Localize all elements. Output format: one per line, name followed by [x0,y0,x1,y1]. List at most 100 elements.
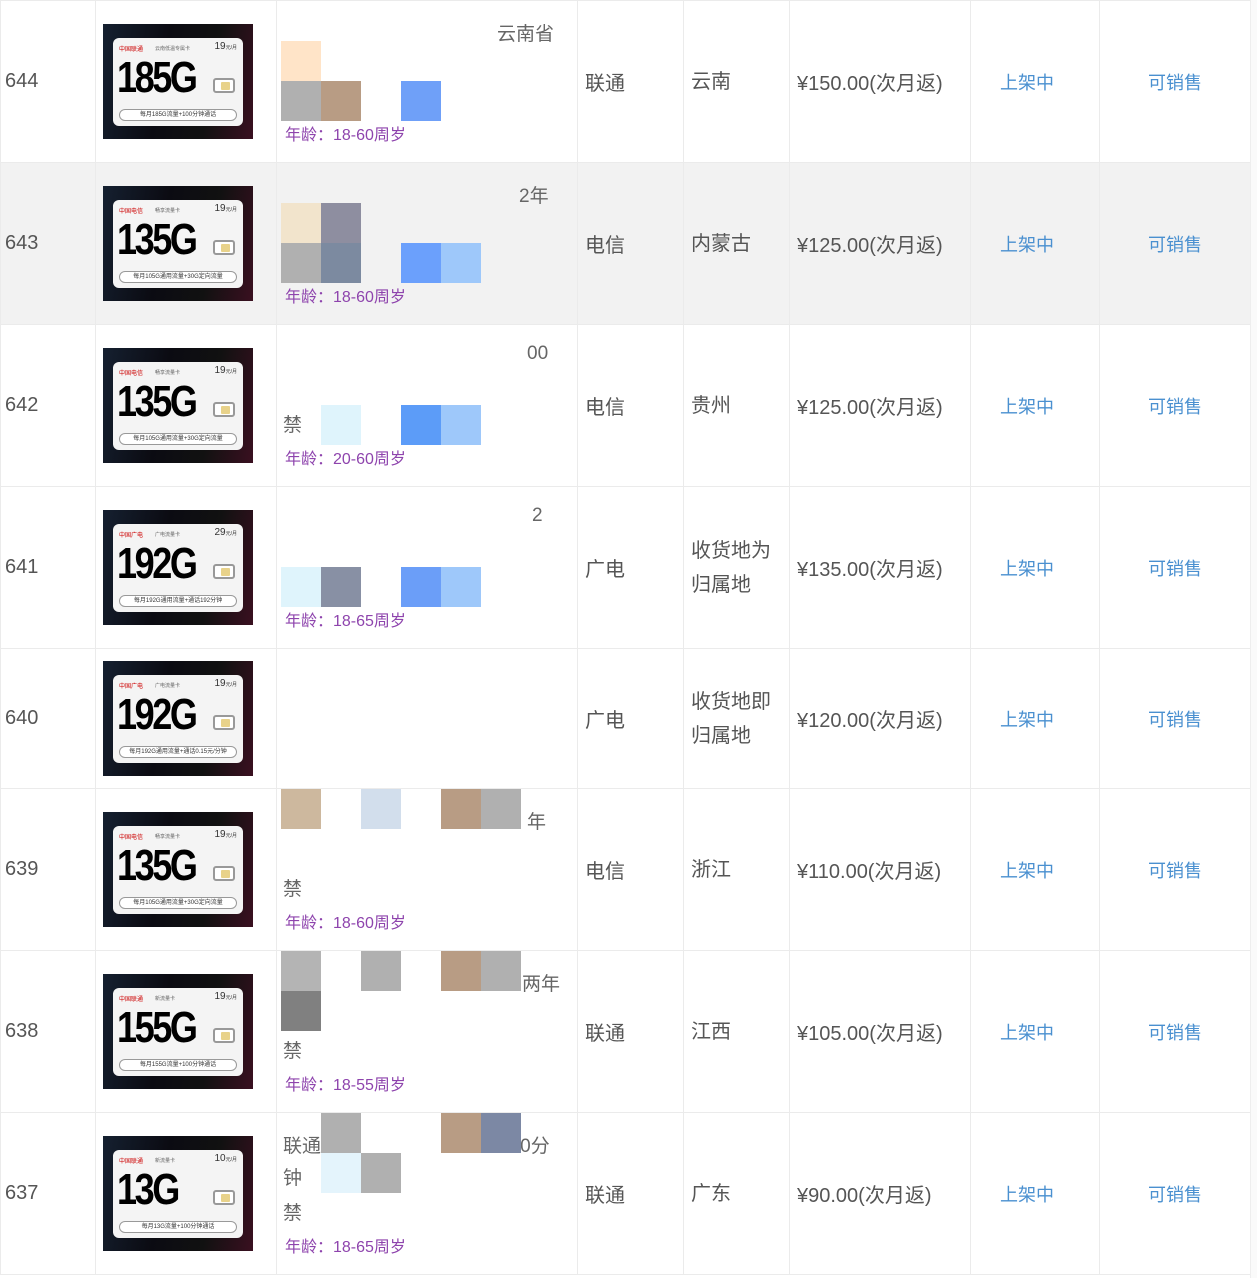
product-image-cell: 中国联通 新流量卡 19元/月 155G 每月155G流量+100分钟通话 [95,950,277,1113]
status-link[interactable]: 上架中 [1000,72,1054,93]
monthly-fee: 19元/月 [214,203,237,214]
sale-status-link[interactable]: 可销售 [1148,72,1202,93]
data-amount: 155G [117,1003,198,1052]
age-requirement: 年龄：18-65周岁 [285,1239,406,1256]
product-card-image[interactable]: 中国联通 新流量卡 10元/月 13G 每月13G流量+100分钟通话 [103,1136,253,1251]
region: 江西 [683,950,790,1113]
sale-status-link[interactable]: 可销售 [1148,860,1202,881]
monthly-fee: 19元/月 [214,365,237,376]
status-cell: 上架中 [970,0,1100,163]
redacted-block [281,951,321,991]
redacted-block [321,81,361,121]
redacted-block [361,789,401,829]
description-fragment: 钟 [283,1168,303,1189]
product-card-image[interactable]: 中国联通 云南低温专属卡 19元/月 185G 每月185G流量+100分钟通话 [103,24,253,139]
sale-status-link[interactable]: 可销售 [1148,558,1202,579]
sim-card-icon [213,1190,235,1205]
product-image-cell: 中国联通 云南低温专属卡 19元/月 185G 每月185G流量+100分钟通话 [95,0,277,163]
product-id: 642 [0,324,96,487]
carrier-logo: 中国联通 [119,47,144,53]
data-amount: 135G [117,377,198,426]
product-card-image[interactable]: 中国电信 畅享流量卡 19元/月 135G 每月105G通用流量+30G定向流量 [103,348,253,463]
status-link[interactable]: 上架中 [1000,558,1054,579]
product-card-image[interactable]: 中国广电 广电流量卡 29元/月 192G 每月192G通用流量+通话192分钟 [103,510,253,625]
redacted-block [321,567,361,607]
monthly-fee: 29元/月 [214,527,237,538]
price: ¥125.00(次月返) [789,324,971,487]
sim-card-icon [213,78,235,93]
redacted-block [441,243,481,283]
description-cell: 年禁年龄：18-60周岁 [276,788,578,951]
scrollbar[interactable] [1250,0,1257,1278]
status-cell: 上架中 [970,486,1100,649]
age-requirement: 年龄：20-60周岁 [285,451,406,468]
redacted-block [281,243,321,283]
redacted-block [441,567,481,607]
sale-cell: 可销售 [1099,0,1251,163]
product-card-image[interactable]: 中国电信 畅享流量卡 19元/月 135G 每月105G通用流量+30G定向流量 [103,186,253,301]
age-requirement: 年龄：18-60周岁 [285,289,406,306]
card-tag: 新流量卡 [155,1158,176,1164]
redacted-block [281,567,321,607]
sale-cell: 可销售 [1099,486,1251,649]
redacted-block [401,243,441,283]
product-id: 644 [0,0,96,163]
redacted-block [481,951,521,991]
region: 广东 [683,1112,790,1275]
card-tag: 云南低温专属卡 [155,46,191,52]
sale-status-link[interactable]: 可销售 [1148,234,1202,255]
redacted-block [321,243,361,283]
description-cell: 2年 年龄：18-60周岁 [276,162,578,325]
region: 云南 [683,0,790,163]
status-link[interactable]: 上架中 [1000,709,1054,730]
status-link[interactable]: 上架中 [1000,1022,1054,1043]
product-card-image[interactable]: 中国电信 畅享流量卡 19元/月 135G 每月105G通用流量+30G定向流量 [103,812,253,927]
product-image-cell: 中国电信 畅享流量卡 19元/月 135G 每月105G通用流量+30G定向流量 [95,788,277,951]
card-tag: 广电流量卡 [155,683,181,689]
card-footer: 每月105G通用流量+30G定向流量 [119,433,237,445]
data-amount: 192G [117,539,198,588]
product-card-image[interactable]: 中国广电 广电流量卡 19元/月 192G 每月192G通用流量+通话0.15元… [103,661,253,776]
sim-card-icon [213,402,235,417]
redacted-block [281,991,321,1031]
status-link[interactable]: 上架中 [1000,396,1054,417]
sale-status-link[interactable]: 可销售 [1148,1184,1202,1205]
redacted-block [361,1153,401,1193]
product-id: 641 [0,486,96,649]
table-row: 642 中国电信 畅享流量卡 19元/月 135G 每月105G通用流量+30G… [0,324,1251,487]
sale-status-link[interactable]: 可销售 [1148,709,1202,730]
card-tag: 广电流量卡 [155,532,181,538]
card-footer: 每月192G通用流量+通话192分钟 [119,595,237,607]
price: ¥135.00(次月返) [789,486,971,649]
product-id: 639 [0,788,96,951]
price: ¥125.00(次月返) [789,162,971,325]
product-card-image[interactable]: 中国联通 新流量卡 19元/月 155G 每月155G流量+100分钟通话 [103,974,253,1089]
age-requirement: 年龄：18-60周岁 [285,915,406,932]
carrier-logo: 中国广电 [119,684,144,690]
card-footer: 每月155G流量+100分钟通话 [119,1059,237,1071]
carrier: 电信 [577,788,684,951]
redacted-block [321,1153,361,1193]
carrier: 联通 [577,950,684,1113]
sale-cell: 可销售 [1099,324,1251,487]
data-amount: 135G [117,841,198,890]
description-fragment: 00 [527,343,549,364]
description-fragment: 年 [527,812,547,833]
age-requirement: 年龄：18-60周岁 [285,127,406,144]
carrier-logo: 中国电信 [119,835,144,841]
card-footer: 每月192G通用流量+通话0.15元/分钟 [119,746,237,758]
description-cell: 2 年龄：18-65周岁 [276,486,578,649]
status-link[interactable]: 上架中 [1000,860,1054,881]
carrier-logo: 中国联通 [119,1159,144,1165]
table-row: 643 中国电信 畅享流量卡 19元/月 135G 每月105G通用流量+30G… [0,162,1251,325]
age-requirement: 年龄：18-55周岁 [285,1077,406,1094]
status-link[interactable]: 上架中 [1000,1184,1054,1205]
redacted-block [281,41,321,81]
status-cell: 上架中 [970,648,1100,789]
sale-status-link[interactable]: 可销售 [1148,396,1202,417]
redacted-block [401,567,441,607]
card-footer: 每月105G通用流量+30G定向流量 [119,897,237,909]
status-link[interactable]: 上架中 [1000,234,1054,255]
sale-status-link[interactable]: 可销售 [1148,1022,1202,1043]
